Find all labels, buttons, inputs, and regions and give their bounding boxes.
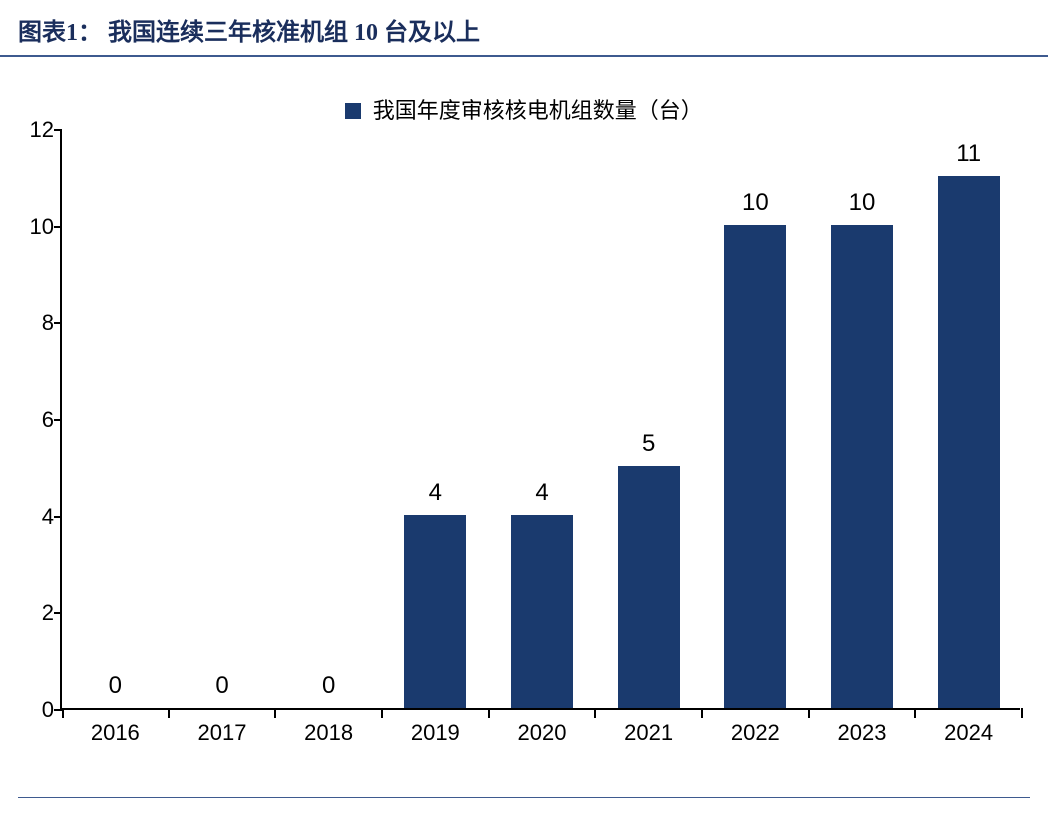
x-axis-label: 2024 xyxy=(944,720,993,746)
legend: 我国年度审核核电机组数量（台） xyxy=(0,57,1048,125)
plot-region: 0246810120201602017020184201942020520211… xyxy=(60,130,1020,710)
bar xyxy=(404,515,466,708)
x-tick-mark xyxy=(808,708,810,718)
x-tick-mark xyxy=(914,708,916,718)
x-axis-label: 2022 xyxy=(731,720,780,746)
x-tick-mark xyxy=(62,708,64,718)
y-tick-label: 4 xyxy=(14,504,54,530)
bar xyxy=(938,176,1000,708)
footer-divider xyxy=(18,797,1030,798)
bar-value-label: 4 xyxy=(429,479,442,507)
legend-swatch xyxy=(345,103,361,119)
bar xyxy=(511,515,573,708)
bar-value-label: 0 xyxy=(322,672,335,700)
y-tick-mark xyxy=(54,516,62,518)
chart-title: 图表1： 我国连续三年核准机组 10 台及以上 xyxy=(0,0,1048,57)
x-tick-mark xyxy=(701,708,703,718)
x-axis-label: 2021 xyxy=(624,720,673,746)
y-tick-label: 2 xyxy=(14,600,54,626)
bar xyxy=(831,225,893,708)
bar-value-label: 10 xyxy=(742,189,769,217)
bar-value-label: 0 xyxy=(109,672,122,700)
bar-value-label: 11 xyxy=(956,140,981,168)
y-tick-mark xyxy=(54,612,62,614)
bar-value-label: 0 xyxy=(215,672,228,700)
y-tick-label: 8 xyxy=(14,310,54,336)
x-axis-label: 2023 xyxy=(838,720,887,746)
bar-value-label: 10 xyxy=(849,189,876,217)
x-axis-label: 2017 xyxy=(198,720,247,746)
y-tick-mark xyxy=(54,226,62,228)
bar xyxy=(724,225,786,708)
x-tick-mark xyxy=(594,708,596,718)
y-tick-mark xyxy=(54,419,62,421)
x-axis-label: 2016 xyxy=(91,720,140,746)
y-tick-label: 0 xyxy=(14,697,54,723)
y-tick-mark xyxy=(54,129,62,131)
y-tick-label: 12 xyxy=(14,117,54,143)
chart-area: 0246810120201602017020184201942020520211… xyxy=(60,130,1020,740)
x-axis-label: 2018 xyxy=(304,720,353,746)
x-axis-label: 2020 xyxy=(518,720,567,746)
x-tick-mark xyxy=(381,708,383,718)
x-tick-mark xyxy=(1021,708,1023,718)
x-tick-mark xyxy=(168,708,170,718)
bar xyxy=(618,466,680,708)
x-tick-mark xyxy=(488,708,490,718)
y-tick-mark xyxy=(54,322,62,324)
legend-label: 我国年度审核核电机组数量（台） xyxy=(373,98,703,123)
x-axis-label: 2019 xyxy=(411,720,460,746)
bar-value-label: 4 xyxy=(535,479,548,507)
y-tick-mark xyxy=(54,709,62,711)
x-tick-mark xyxy=(274,708,276,718)
y-tick-label: 6 xyxy=(14,407,54,433)
y-tick-label: 10 xyxy=(14,214,54,240)
bar-value-label: 5 xyxy=(642,430,655,458)
